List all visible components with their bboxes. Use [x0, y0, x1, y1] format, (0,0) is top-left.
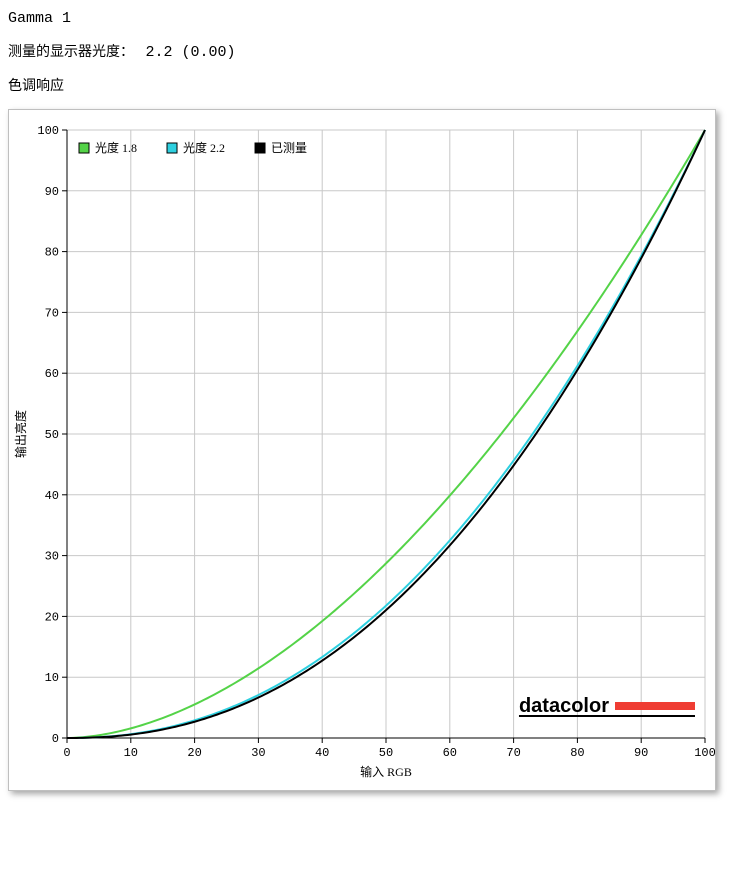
svg-text:光度 2.2: 光度 2.2	[183, 140, 225, 155]
measured-gamma-label: 测量的显示器光度：	[8, 45, 134, 60]
svg-text:100: 100	[37, 124, 59, 138]
svg-text:40: 40	[45, 489, 59, 503]
svg-text:datacolor: datacolor	[519, 695, 609, 717]
gamma-chart-svg: 0 10 20 30 40 50 60 70 80 90 100 0 10 20 30 40 50 60 70 80 9…	[9, 110, 715, 790]
svg-text:60: 60	[443, 746, 457, 760]
svg-text:70: 70	[506, 746, 520, 760]
svg-text:20: 20	[45, 610, 59, 624]
svg-text:80: 80	[570, 746, 584, 760]
svg-text:光度 1.8: 光度 1.8	[95, 140, 137, 155]
svg-text:80: 80	[45, 246, 59, 260]
measured-gamma-value: 2.2 (0.00)	[146, 44, 236, 61]
svg-text:90: 90	[634, 746, 648, 760]
svg-text:输入 RGB: 输入 RGB	[360, 764, 412, 779]
page-title: Gamma 1	[8, 10, 722, 27]
svg-text:90: 90	[45, 185, 59, 199]
svg-text:50: 50	[45, 428, 59, 442]
measured-gamma-row: 测量的显示器光度： 2.2 (0.00)	[8, 41, 722, 61]
svg-text:0: 0	[52, 732, 59, 746]
svg-text:20: 20	[187, 746, 201, 760]
svg-text:70: 70	[45, 306, 59, 320]
svg-text:30: 30	[251, 746, 265, 760]
svg-text:40: 40	[315, 746, 329, 760]
svg-text:60: 60	[45, 367, 59, 381]
svg-text:输出亮度: 输出亮度	[13, 410, 28, 458]
svg-text:50: 50	[379, 746, 393, 760]
svg-text:100: 100	[694, 746, 715, 760]
svg-text:30: 30	[45, 550, 59, 564]
svg-text:0: 0	[63, 746, 70, 760]
tone-response-label: 色调响应	[8, 75, 722, 95]
gamma-chart: 0 10 20 30 40 50 60 70 80 90 100 0 10 20 30 40 50 60 70 80 9…	[8, 109, 716, 791]
svg-text:10: 10	[124, 746, 138, 760]
svg-text:10: 10	[45, 671, 59, 685]
svg-text:已测量: 已测量	[271, 141, 307, 155]
